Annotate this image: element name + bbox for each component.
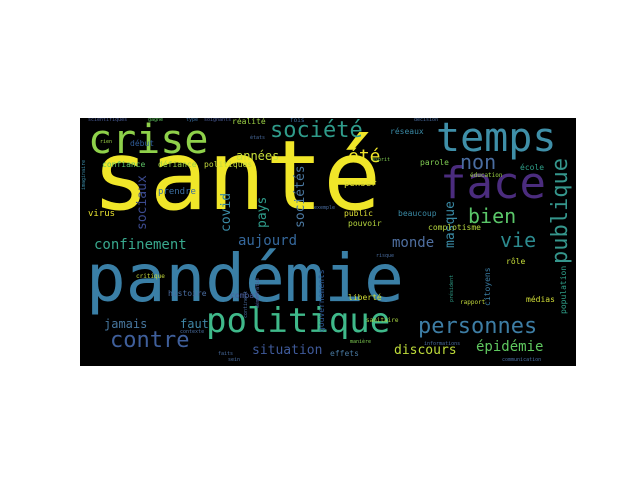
word-pays: pays bbox=[255, 196, 270, 228]
word-population: population bbox=[559, 265, 568, 314]
word-education: éducation bbox=[470, 172, 503, 179]
word-cloud: santé pandémie temps crise politique fac… bbox=[80, 118, 576, 366]
word-scientifiques: scientifiques bbox=[88, 118, 128, 123]
word-continent: continent bbox=[243, 290, 249, 318]
word-publique: publique bbox=[548, 158, 573, 264]
word-democratie: démocratie bbox=[255, 277, 261, 308]
word-monde: monde bbox=[392, 235, 435, 251]
word-non: non bbox=[460, 150, 497, 174]
word-pandemie: pandémie bbox=[86, 240, 404, 317]
word-societe: société bbox=[270, 118, 363, 143]
word-vie: vie bbox=[500, 228, 537, 252]
word-jamais: jamais bbox=[104, 317, 148, 331]
word-type: type bbox=[186, 118, 199, 123]
word-beaucoup: beaucoup bbox=[398, 209, 437, 218]
word-covid: covid bbox=[219, 192, 234, 232]
word-pouvoir: pouvoir bbox=[348, 219, 382, 228]
word-maniere: manière bbox=[350, 339, 372, 345]
word-risque: risque bbox=[376, 253, 395, 259]
word-histoire: histoire bbox=[168, 289, 207, 298]
word-liberte: liberté bbox=[348, 293, 382, 302]
word-contre: contre bbox=[110, 328, 190, 353]
word-temps: temps bbox=[436, 118, 557, 161]
word-soignants: soignants bbox=[204, 118, 232, 123]
word-faut: faut bbox=[180, 317, 209, 331]
word-faits: faits bbox=[218, 351, 234, 357]
word-informations: informations bbox=[424, 341, 461, 347]
word-citoyens: citoyens bbox=[483, 267, 492, 306]
word-virus: virus bbox=[88, 209, 116, 219]
word-prendre: prendre bbox=[158, 187, 196, 197]
word-personnes: personnes bbox=[418, 314, 538, 339]
word-sein: sein bbox=[228, 357, 241, 363]
word-complotisme: complotisme bbox=[428, 223, 481, 232]
word-imaginaire: imaginaire bbox=[81, 159, 87, 190]
word-rapport: rapport bbox=[460, 299, 486, 306]
word-defiance: défiance bbox=[158, 160, 197, 169]
word-critique: critique bbox=[136, 273, 165, 280]
word-combat: combat bbox=[230, 291, 259, 300]
word-societes: sociétés bbox=[293, 165, 308, 228]
word-esprit: esprit bbox=[372, 157, 391, 163]
word-realite: réalité bbox=[232, 118, 266, 126]
word-medias: médias bbox=[526, 295, 555, 304]
word-debut: début bbox=[130, 139, 155, 148]
word-epidemie: épidémie bbox=[476, 339, 544, 355]
word-ecole: école bbox=[520, 163, 545, 172]
word-politique: politique bbox=[206, 301, 391, 341]
word-crise: crise bbox=[88, 118, 209, 163]
word-exemple: exemple bbox=[314, 205, 336, 211]
word-politiques: politiques bbox=[204, 160, 253, 169]
word-ete: été bbox=[348, 146, 381, 167]
word-contexte: contexte bbox=[180, 329, 205, 335]
word-rien: rien bbox=[100, 139, 113, 145]
word-president: président bbox=[449, 274, 455, 302]
word-role: rôle bbox=[506, 257, 526, 266]
word-confiance: confiance bbox=[102, 160, 146, 169]
word-discours: discours bbox=[394, 343, 457, 358]
word-sociaux: sociaux bbox=[135, 175, 150, 230]
word-etats: états bbox=[250, 135, 266, 141]
word-bien: bien bbox=[468, 204, 517, 228]
word-aujourd: aujourd bbox=[238, 233, 298, 249]
word-gagne: gagné bbox=[148, 118, 164, 123]
word-annees: années bbox=[236, 149, 280, 163]
word-decision: décision bbox=[414, 118, 439, 123]
word-situation: situation bbox=[252, 343, 323, 358]
word-communication: communication bbox=[502, 357, 542, 363]
word-sante: santé bbox=[92, 120, 381, 232]
word-reseaux: réseaux bbox=[390, 127, 424, 136]
word-penser: penser bbox=[344, 179, 377, 189]
word-confinement: confinement bbox=[94, 237, 187, 253]
word-gouvernements: gouvernements bbox=[317, 269, 326, 332]
word-sanitaire: sanitaire bbox=[366, 317, 399, 324]
word-effets: effets bbox=[330, 349, 359, 358]
word-fois: fois bbox=[290, 118, 305, 124]
word-face: face bbox=[440, 158, 546, 209]
word-public: public bbox=[344, 209, 373, 218]
word-parole: parole bbox=[420, 158, 449, 167]
